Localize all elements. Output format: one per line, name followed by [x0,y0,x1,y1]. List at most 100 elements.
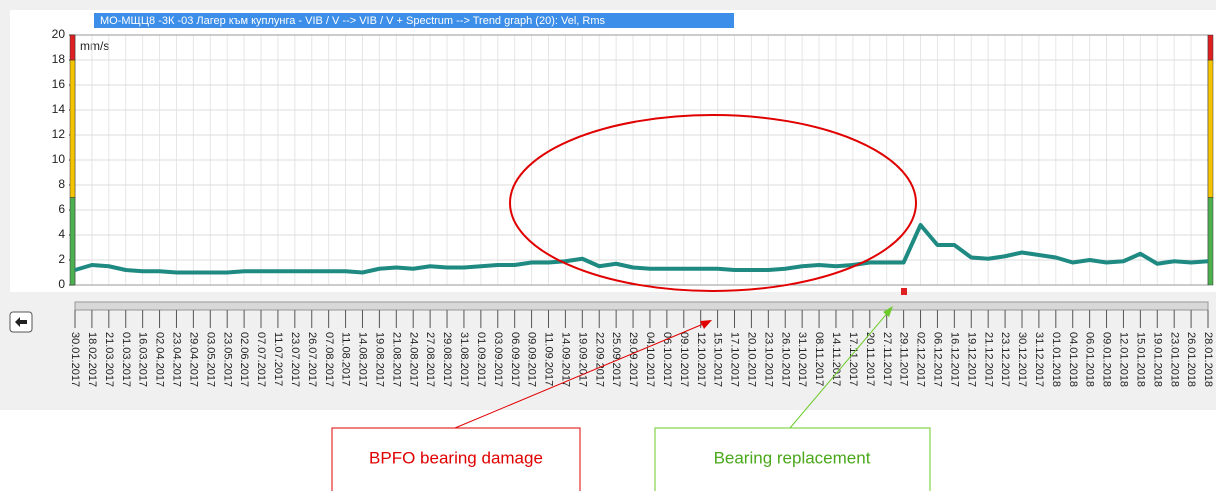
x-tick-label: 01.03.2017 [120,332,132,387]
x-tick-label: 31.12.2017 [1033,332,1045,387]
x-tick-label: 11.08.2017 [340,332,352,386]
x-tick-label: 23.04.2017 [171,332,183,387]
x-tick-label: 29.09.2017 [627,332,639,387]
x-tick-label: 17.10.2017 [729,332,741,387]
x-tick-label: 29.08.2017 [441,332,453,387]
x-tick-label: 14.11.2017 [830,332,842,386]
x-tick-label: 23.07.2017 [289,332,301,387]
y-tick-label: 6 [58,202,65,216]
x-tick-label: 31.08.2017 [458,332,470,387]
zone-bar [69,197,76,286]
x-tick-label: 02.04.2017 [154,332,166,387]
x-tick-label: 15.01.2018 [1134,332,1146,387]
y-tick-label: 18 [52,52,66,66]
scrollbar[interactable] [74,301,1209,311]
zone-bar [69,59,76,198]
x-tick-label: 21.12.2017 [982,332,994,387]
x-tick-label: 07.08.2017 [323,332,335,387]
plot: 0 2 4 6 8 10 12 14 16 18 20 30.01.2017 18.02.2017 21.… [52,27,1214,387]
x-tick-label: 04.10.2017 [644,332,656,387]
zone-bar [1207,59,1214,198]
annotation-box [331,427,581,491]
y-tick-label: 4 [58,227,65,241]
x-tick-label: 16.12.2017 [948,332,960,387]
x-tick-label: 20.11.2017 [864,332,876,386]
x-tick-label: 26.01.2018 [1185,332,1197,387]
x-tick-label: 03.09.2017 [492,332,504,387]
x-tick-label: 08.11.2017 [813,332,825,386]
x-tick-label: 02.12.2017 [915,332,927,387]
x-tick-label: 06.09.2017 [509,332,521,387]
x-tick-label: 16.03.2017 [137,332,149,387]
x-tick-label: 18.02.2017 [86,332,98,387]
zone-bar [1207,197,1214,286]
x-tick-label: 06.12.2017 [932,332,944,387]
x-tick-label: 19.12.2017 [965,332,977,387]
x-tick-label: 02.06.2017 [238,332,250,387]
y-tick-label: 8 [58,177,65,191]
x-tick-label: 06.01.2018 [1084,332,1096,387]
x-tick-label: 14.08.2017 [357,332,369,387]
x-tick-label: 20.10.2017 [746,332,758,387]
arrow-line [789,309,891,429]
x-tick-label: 06.10.2017 [661,332,673,387]
x-tick-label: 11.07.2017 [272,332,284,386]
highlight-ellipse [509,114,917,292]
title-bg [94,13,734,28]
x-tick-label: 23.05.2017 [221,332,233,387]
x-tick-label: 26.07.2017 [306,332,318,387]
x-tick-label: 30.01.2017 [69,332,81,387]
back-icon [15,317,27,327]
x-tick-label: 27.08.2017 [424,332,436,387]
x-tick-label: 01.01.2018 [1050,332,1062,387]
y-tick-label: 16 [52,77,66,91]
x-tick-label: 17.11.2017 [847,332,859,386]
y-tick-label: 20 [52,27,66,41]
x-tick-label: 22.09.2017 [593,332,605,387]
x-tick-label: 19.08.2017 [373,332,385,387]
y-tick-label: 10 [52,152,66,166]
x-tick-label: 30.12.2017 [1016,332,1028,387]
y-tick-label: 14 [52,102,66,116]
x-tick-label: 19.09.2017 [576,332,588,387]
series-line [74,223,1209,275]
arrow-head [700,320,712,329]
x-tick-label: 07.07.2017 [255,332,267,387]
x-tick-label: 23.10.2017 [762,332,774,387]
annotation-box [654,427,931,491]
annotation: Bearing replacement [714,448,871,467]
marker [901,288,907,295]
arrow-line [454,321,709,429]
x-tick-label: 12.10.2017 [695,332,707,387]
x-tick-label: 24.08.2017 [407,332,419,387]
x-tick-label: 29.04.2017 [187,332,199,387]
x-tick-label: 31.10.2017 [796,332,808,387]
x-tick-label: 25.09.2017 [610,332,622,387]
x-tick-label: 11.09.2017 [543,332,555,386]
x-tick-label: 26.10.2017 [779,332,791,387]
x-tick-label: 28.01.2018 [1202,332,1214,387]
x-tick-label: 15.10.2017 [712,332,724,387]
x-tick-label: 01.09.2017 [475,332,487,387]
x-tick-label: 09.10.2017 [678,332,690,387]
y-tick-label: 12 [52,127,66,141]
y-tick-label: 2 [58,252,65,266]
x-tick-label: 21.03.2017 [103,332,115,387]
zone-bar [1207,34,1214,61]
arrow-head [883,306,893,317]
plot-bg [10,10,1216,292]
x-tick-label: 03.05.2017 [204,332,216,387]
zone-bar [69,34,76,61]
x-tick-label: 23.01.2018 [1168,332,1180,387]
x-tick-label: 04.01.2018 [1067,332,1079,387]
x-tick-label: 23.12.2017 [999,332,1011,387]
x-tick-label: 12.01.2018 [1118,332,1130,387]
x-tick-label: 19.01.2018 [1151,332,1163,387]
y-tick-label: 0 [58,277,65,291]
x-tick-label: 09.09.2017 [526,332,538,387]
x-tick-label: 09.01.2018 [1101,332,1113,387]
x-tick-label: 27.11.2017 [881,332,893,386]
x-tick-label: 21.08.2017 [390,332,402,387]
